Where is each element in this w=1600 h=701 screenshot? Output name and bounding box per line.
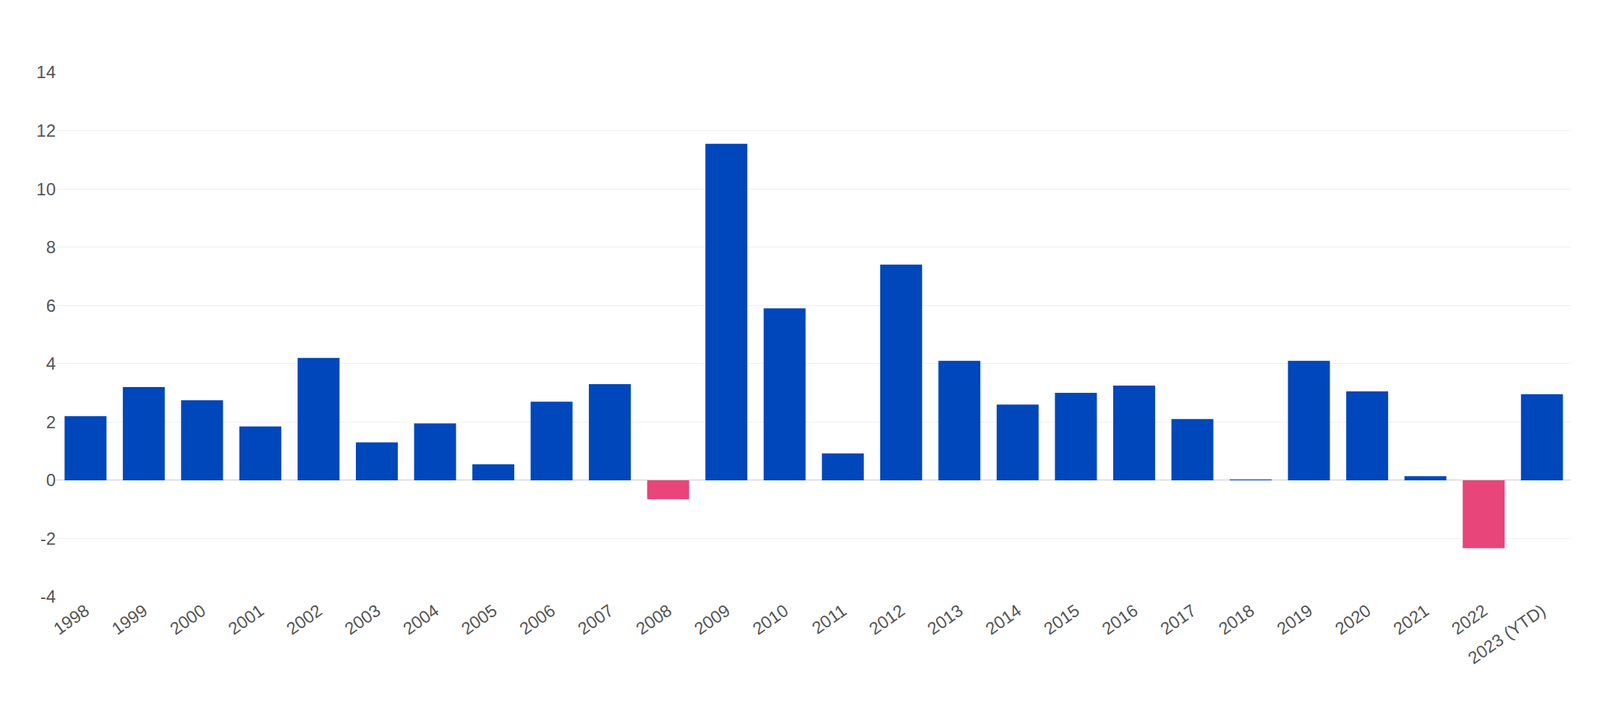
svg-text:2018: 2018: [1215, 600, 1258, 639]
svg-text:2019: 2019: [1273, 600, 1316, 639]
svg-text:2003: 2003: [340, 600, 384, 639]
svg-text:2008: 2008: [632, 600, 675, 639]
svg-text:1998: 1998: [49, 600, 93, 639]
svg-text:8: 8: [46, 237, 56, 257]
svg-text:2016: 2016: [1098, 600, 1141, 639]
svg-text:2023 (YTD): 2023 (YTD): [1464, 600, 1549, 668]
svg-text:4: 4: [46, 353, 56, 374]
svg-text:2006: 2006: [515, 600, 559, 639]
svg-text:2010: 2010: [748, 600, 792, 639]
svg-text:2001: 2001: [224, 600, 267, 639]
svg-text:2014: 2014: [981, 600, 1025, 639]
svg-text:2002: 2002: [282, 600, 326, 639]
svg-text:2005: 2005: [457, 600, 501, 639]
svg-text:0: 0: [46, 470, 56, 490]
svg-text:6: 6: [46, 295, 56, 316]
svg-text:2012: 2012: [865, 600, 908, 639]
svg-text:1999: 1999: [107, 600, 151, 639]
svg-text:2011: 2011: [807, 600, 850, 638]
svg-text:12: 12: [36, 120, 56, 141]
svg-text:2015: 2015: [1040, 600, 1083, 639]
svg-text:2017: 2017: [1156, 600, 1200, 639]
svg-text:14: 14: [36, 62, 56, 82]
svg-text:-4: -4: [40, 586, 56, 607]
svg-text:2009: 2009: [690, 600, 734, 639]
svg-text:10: 10: [36, 179, 56, 199]
svg-text:2007: 2007: [574, 600, 617, 639]
svg-text:2022: 2022: [1448, 600, 1491, 639]
svg-text:2013: 2013: [923, 600, 967, 639]
svg-text:2020: 2020: [1331, 600, 1375, 639]
svg-text:2004: 2004: [399, 600, 442, 639]
svg-text:2000: 2000: [166, 600, 210, 639]
svg-text:2: 2: [46, 412, 56, 432]
svg-text:-2: -2: [40, 528, 56, 549]
svg-text:2021: 2021: [1389, 600, 1433, 639]
